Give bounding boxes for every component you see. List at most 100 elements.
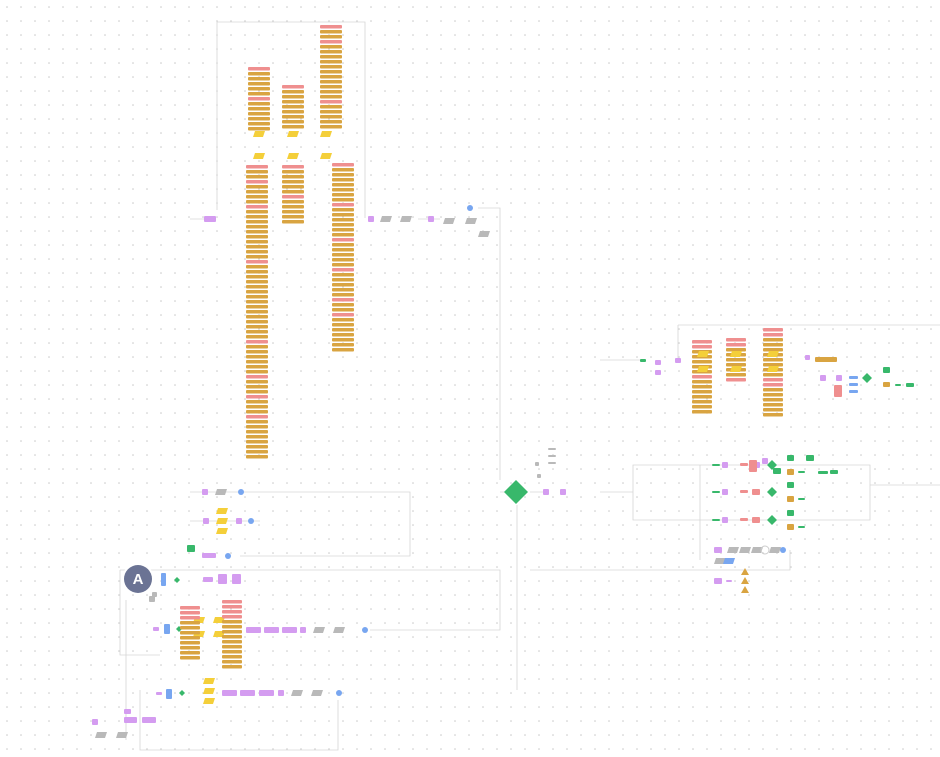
node: [714, 547, 722, 553]
step-node: [332, 253, 354, 257]
step-node: [246, 355, 268, 359]
step-node: [246, 215, 268, 219]
step-node: [320, 100, 342, 104]
node: [124, 709, 131, 714]
step-node: [248, 72, 270, 76]
node: [543, 489, 549, 495]
step-node: [246, 290, 268, 294]
node: [222, 690, 237, 696]
step-node: [246, 400, 268, 404]
step-node: [246, 230, 268, 234]
step-node: [692, 410, 712, 414]
step-node: [246, 325, 268, 329]
step-node: [332, 283, 354, 287]
step-node: [320, 125, 342, 129]
step-node: [332, 313, 354, 317]
step-node: [248, 102, 270, 106]
step-node: [332, 343, 354, 347]
step-node: [246, 175, 268, 179]
step-node: [282, 185, 304, 189]
step-node: [282, 205, 304, 209]
step-node: [246, 195, 268, 199]
step-node: [332, 328, 354, 332]
step-node: [246, 185, 268, 189]
node: [762, 458, 768, 464]
step-node: [282, 125, 304, 129]
step-node: [763, 393, 783, 397]
step-node: [222, 640, 242, 644]
io-node: [203, 678, 215, 684]
step-node: [222, 660, 242, 664]
step-node: [332, 293, 354, 297]
node: [787, 455, 794, 461]
step-node: [222, 650, 242, 654]
node: [164, 624, 170, 634]
step-node: [222, 645, 242, 649]
node: [714, 578, 722, 584]
io-node: [697, 351, 709, 357]
step-node: [246, 280, 268, 284]
io-node: [216, 518, 228, 524]
node: [246, 627, 261, 633]
node: [836, 375, 842, 381]
io-node: [730, 351, 742, 357]
step-node: [692, 375, 712, 379]
step-node: [763, 403, 783, 407]
step-node: [282, 195, 304, 199]
io-node: [291, 690, 303, 696]
step-node: [282, 95, 304, 99]
step-node: [763, 338, 783, 342]
decision-node: [174, 577, 180, 583]
step-node: [763, 388, 783, 392]
end-node: [467, 205, 473, 211]
decision-node: [767, 515, 777, 525]
step-node: [246, 310, 268, 314]
step-node: [763, 348, 783, 352]
step-node: [246, 330, 268, 334]
step-node: [726, 338, 746, 342]
step-node: [332, 163, 354, 167]
node: [218, 574, 227, 584]
step-node: [246, 285, 268, 289]
step-node: [246, 315, 268, 319]
io-node: [769, 547, 781, 553]
step-node: [320, 30, 342, 34]
step-node: [222, 610, 242, 614]
step-node: [332, 168, 354, 172]
step-node: [726, 343, 746, 347]
step-node: [332, 258, 354, 262]
step-node: [320, 60, 342, 64]
node: [849, 383, 858, 386]
step-node: [726, 348, 746, 352]
step-node: [320, 85, 342, 89]
step-node: [246, 255, 268, 259]
step-node: [180, 636, 200, 640]
step-node: [332, 183, 354, 187]
node: [722, 462, 728, 468]
warn-node: [741, 586, 749, 593]
step-node: [332, 208, 354, 212]
node: [806, 455, 814, 461]
step-node: [246, 430, 268, 434]
step-node: [246, 210, 268, 214]
step-node: [246, 295, 268, 299]
step-node: [763, 343, 783, 347]
node: [142, 717, 156, 723]
decision-node: [179, 690, 185, 696]
io-node: [203, 698, 215, 704]
step-node: [726, 358, 746, 362]
node: [895, 384, 901, 386]
step-node: [332, 203, 354, 207]
io-node: [723, 558, 735, 564]
step-node: [763, 373, 783, 377]
step-node: [320, 120, 342, 124]
connector: [119, 569, 501, 751]
step-node: [222, 620, 242, 624]
avatar-label: A: [133, 571, 144, 588]
step-node: [246, 395, 268, 399]
step-node: [222, 615, 242, 619]
step-node: [332, 303, 354, 307]
step-node: [248, 117, 270, 121]
